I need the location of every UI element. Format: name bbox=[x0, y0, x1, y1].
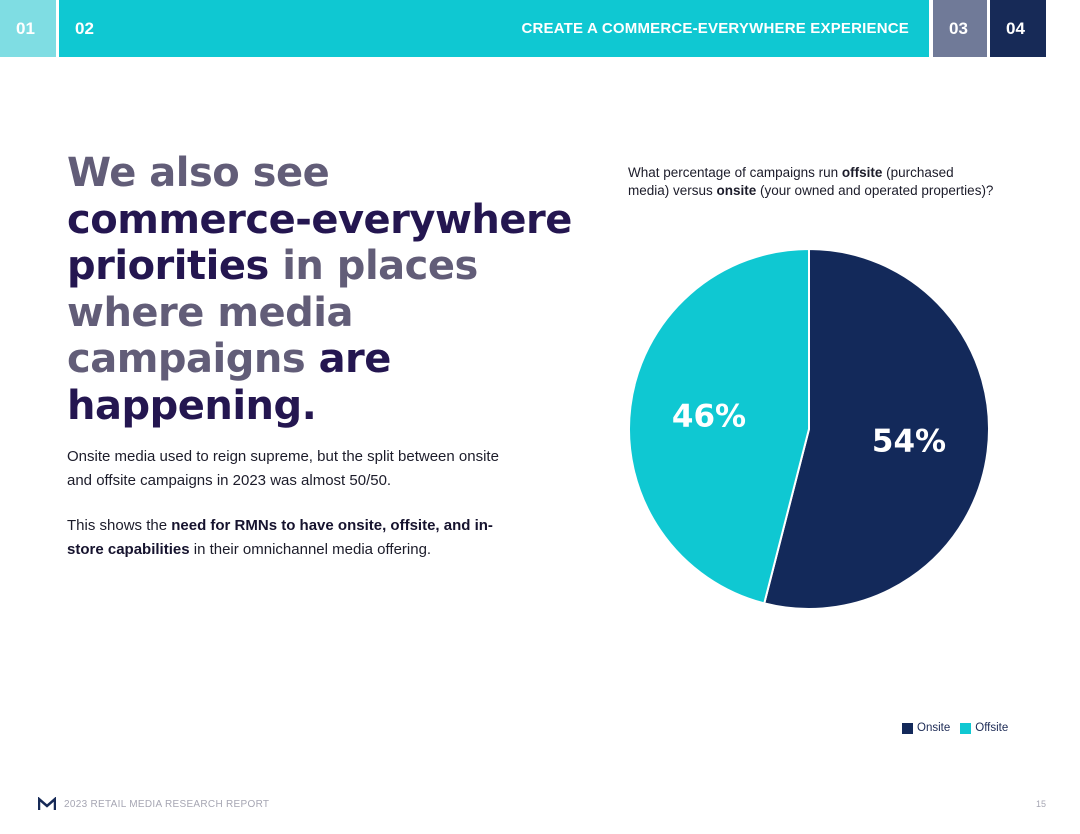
top-navigation: 01 02 CREATE A COMMERCE-EVERYWHERE EXPER… bbox=[0, 0, 1080, 57]
question-bold-offsite: offsite bbox=[841, 165, 883, 180]
body-paragraph-1: Onsite media used to reign supreme, but … bbox=[67, 448, 499, 489]
headline-part-2: commerce-everywhere priorities bbox=[67, 196, 572, 290]
pie-label-offsite: 46% bbox=[672, 398, 746, 434]
question-text-1: What percentage of campaigns run bbox=[628, 165, 842, 180]
section-title: CREATE A COMMERCE-EVERYWHERE EXPERIENCE bbox=[521, 20, 909, 37]
legend-label-onsite: Onsite bbox=[917, 722, 951, 734]
logo-icon bbox=[38, 797, 56, 811]
chart-legend: Onsite Offsite bbox=[902, 722, 1008, 734]
page-headline: We also see commerce-everywhere prioriti… bbox=[67, 150, 587, 429]
tab-02-label: 02 bbox=[75, 18, 94, 38]
legend-item-onsite: Onsite bbox=[902, 722, 950, 734]
p2-emphasis: need for RMNs to have onsite, offsite, a… bbox=[67, 517, 493, 558]
page-number: 15 bbox=[1035, 799, 1046, 809]
headline-part-3: in places where media campaigns bbox=[67, 243, 478, 382]
tab-03-label: 03 bbox=[949, 18, 968, 38]
footer: 2023 RETAIL MEDIA RESEARCH REPORT bbox=[38, 797, 269, 811]
legend-label-offsite: Offsite bbox=[975, 722, 1009, 734]
tab-02[interactable]: 02 CREATE A COMMERCE-EVERYWHERE EXPERIEN… bbox=[59, 0, 929, 57]
tab-01-label: 01 bbox=[16, 18, 35, 38]
chart-question: What percentage of campaigns run offsite… bbox=[628, 164, 998, 200]
tab-04-label: 04 bbox=[1006, 18, 1025, 38]
footer-report-title: 2023 RETAIL MEDIA RESEARCH REPORT bbox=[64, 798, 270, 810]
headline-part-1: We also see bbox=[67, 150, 330, 196]
p2-prefix: This shows the bbox=[67, 517, 172, 534]
legend-swatch-offsite bbox=[960, 722, 972, 734]
p2-suffix: in their omnichannel media offering. bbox=[189, 540, 432, 558]
body-paragraph-2: This shows the need for RMNs to have ons… bbox=[67, 514, 507, 561]
tab-01[interactable]: 01 bbox=[0, 0, 56, 57]
legend-swatch-onsite bbox=[902, 722, 913, 734]
tab-04[interactable]: 04 bbox=[990, 0, 1046, 57]
pie-slice-offsite bbox=[628, 247, 810, 605]
headline-part-4: are happening. bbox=[67, 336, 391, 429]
question-bold-onsite: onsite bbox=[716, 183, 757, 198]
pie-label-onsite: 54% bbox=[872, 424, 946, 460]
tab-03[interactable]: 03 bbox=[933, 0, 987, 57]
question-text-3: (your owned and operated properties)? bbox=[756, 183, 994, 198]
question-text-2: (purchased media) versus bbox=[628, 165, 954, 198]
legend-item-offsite: Offsite bbox=[960, 722, 1008, 734]
pie-slice-onsite bbox=[763, 247, 990, 610]
pie-chart: 54% 46% bbox=[628, 247, 990, 610]
